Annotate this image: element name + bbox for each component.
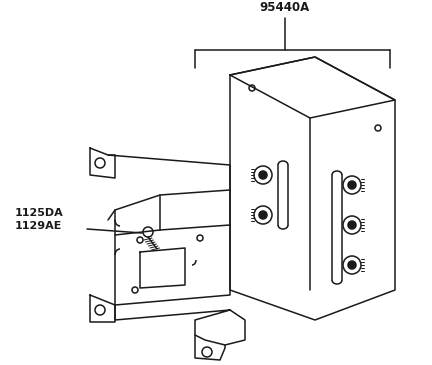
Text: 1129AE: 1129AE — [15, 221, 62, 231]
Circle shape — [348, 221, 356, 229]
Text: 1125DA: 1125DA — [15, 208, 64, 218]
Circle shape — [259, 211, 267, 219]
Circle shape — [348, 181, 356, 189]
Circle shape — [259, 171, 267, 179]
Text: 95440A: 95440A — [260, 1, 310, 14]
Circle shape — [348, 261, 356, 269]
